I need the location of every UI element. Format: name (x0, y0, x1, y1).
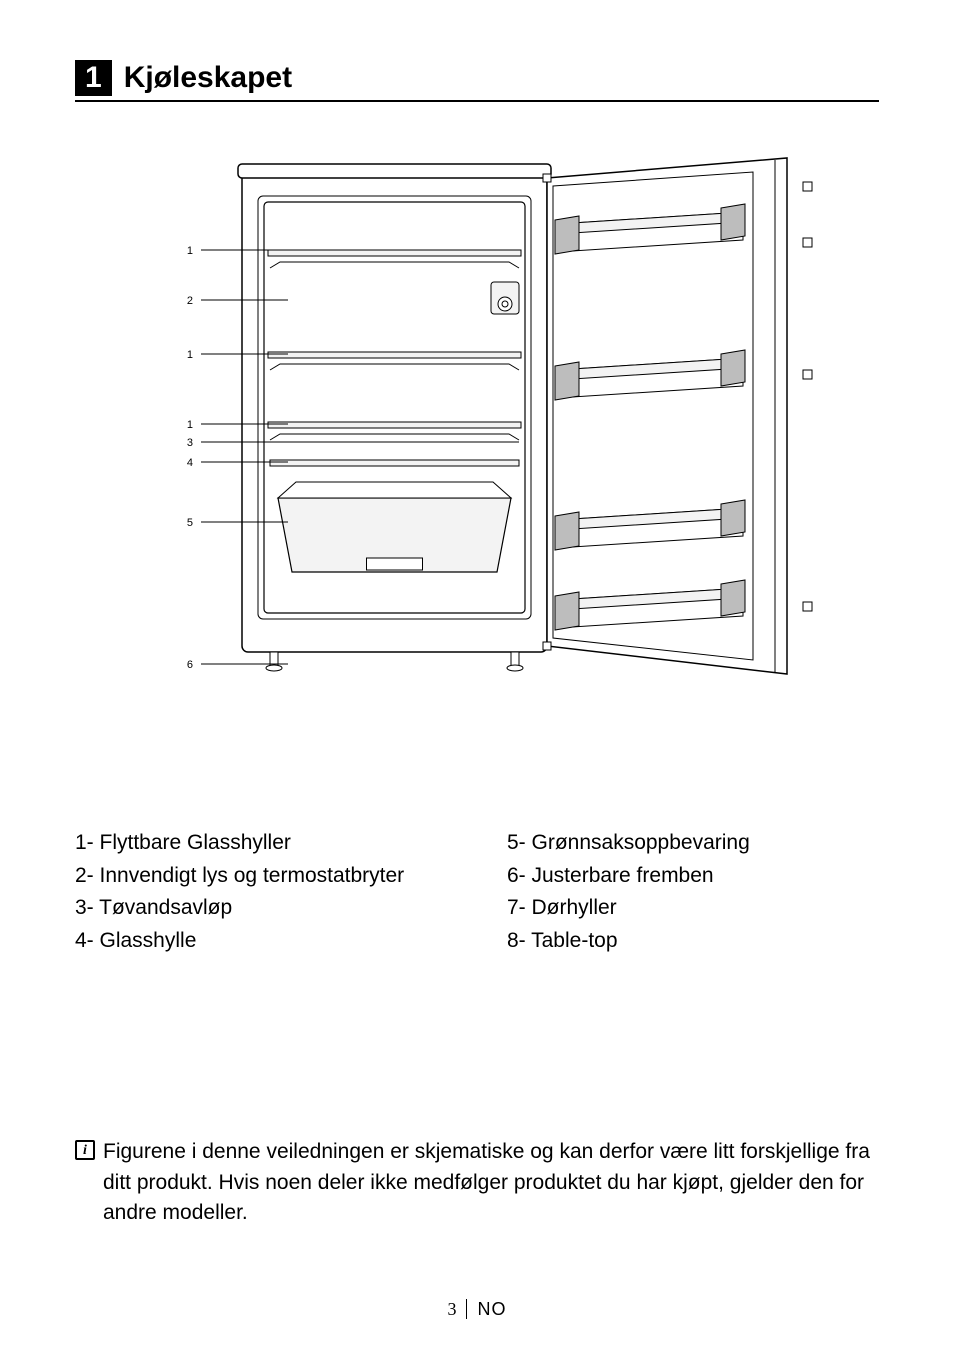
parts-legend: 1- Flyttbare Glasshyller2- Innvendigt ly… (75, 827, 879, 957)
schematic-note: i Figurene i denne veiledningen er skjem… (75, 1137, 879, 1228)
svg-text:4: 4 (187, 457, 193, 469)
legend-item: 4- Glasshylle (75, 925, 447, 958)
page-footer: 3 NO (0, 1299, 954, 1320)
page-lang: NO (478, 1299, 507, 1319)
legend-item: 8- Table-top (507, 925, 879, 958)
legend-left-col: 1- Flyttbare Glasshyller2- Innvendigt ly… (75, 827, 447, 957)
legend-right-col: 5- Grønnsaksoppbevaring6- Justerbare fre… (507, 827, 879, 957)
section-heading: 1 Kjøleskapet (75, 60, 879, 102)
legend-item: 2- Innvendigt lys og termostatbryter (75, 860, 447, 893)
legend-item: 1- Flyttbare Glasshyller (75, 827, 447, 860)
info-icon: i (75, 1140, 95, 1160)
legend-item: 6- Justerbare fremben (507, 860, 879, 893)
svg-text:2: 2 (187, 295, 193, 307)
svg-text:1: 1 (187, 419, 193, 431)
page-number: 3 (447, 1299, 456, 1319)
fridge-diagram: 1 2 1 1 3 4 5 6 (127, 142, 827, 707)
section-title: Kjøleskapet (124, 61, 292, 95)
section-number: 1 (75, 60, 112, 96)
svg-text:6: 6 (187, 659, 193, 671)
legend-item: 5- Grønnsaksoppbevaring (507, 827, 879, 860)
legend-item: 3- Tøvandsavløp (75, 892, 447, 925)
fridge-svg: 1 2 1 1 3 4 5 6 (127, 142, 827, 702)
footer-divider (466, 1299, 467, 1319)
svg-text:3: 3 (187, 437, 193, 449)
svg-text:1: 1 (187, 245, 193, 257)
note-text: Figurene i denne veiledningen er skjemat… (103, 1137, 879, 1228)
svg-text:5: 5 (187, 517, 193, 529)
legend-item: 7- Dørhyller (507, 892, 879, 925)
svg-text:1: 1 (187, 349, 193, 361)
